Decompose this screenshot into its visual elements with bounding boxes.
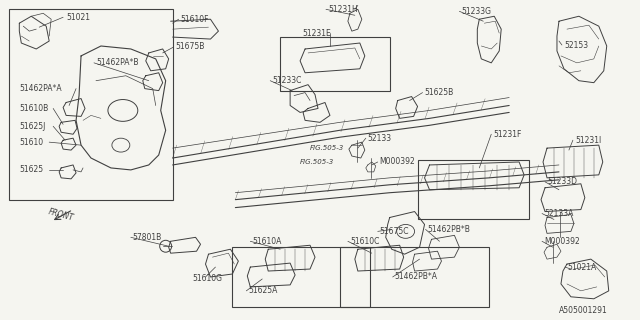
Text: 51231E: 51231E — [302, 28, 331, 38]
Text: 51610C: 51610C — [350, 237, 380, 246]
Text: 51233D: 51233D — [547, 177, 577, 186]
Text: 51462PA*B: 51462PA*B — [96, 58, 138, 67]
Text: 52133A: 52133A — [544, 209, 573, 218]
Text: 51021: 51021 — [66, 13, 90, 22]
Text: A505001291: A505001291 — [559, 306, 608, 315]
Text: 51462PB*B: 51462PB*B — [428, 225, 470, 234]
Text: M000392: M000392 — [544, 237, 580, 246]
Text: 51021A: 51021A — [567, 263, 596, 272]
Text: 57801B: 57801B — [133, 233, 162, 242]
Text: 51231F: 51231F — [493, 130, 522, 139]
Text: 51610A: 51610A — [252, 237, 282, 246]
Text: 51462PA*A: 51462PA*A — [19, 84, 62, 93]
Text: FIG.505-3: FIG.505-3 — [300, 159, 334, 165]
Bar — [280, 37, 390, 91]
Text: M000392: M000392 — [380, 157, 415, 166]
Text: 51610F: 51610F — [180, 15, 209, 24]
Text: 51233G: 51233G — [461, 7, 492, 16]
Text: 52153: 52153 — [564, 41, 588, 50]
Text: 51231H: 51231H — [328, 5, 358, 14]
Text: 51675C: 51675C — [380, 227, 409, 236]
Text: 51610: 51610 — [19, 138, 44, 147]
Text: 51625: 51625 — [19, 165, 44, 174]
Text: 51625A: 51625A — [248, 286, 278, 295]
Text: 51610G: 51610G — [193, 275, 223, 284]
Text: 52133: 52133 — [368, 134, 392, 143]
Text: 51233C: 51233C — [272, 76, 301, 85]
Text: 51231I: 51231I — [575, 136, 601, 145]
Text: 51610B: 51610B — [19, 104, 49, 113]
Text: FIG.505-3: FIG.505-3 — [310, 145, 344, 151]
Bar — [232, 247, 370, 307]
Text: 51625J: 51625J — [19, 122, 45, 131]
Text: 51675B: 51675B — [175, 43, 205, 52]
Bar — [340, 247, 489, 307]
Text: 51625B: 51625B — [424, 88, 454, 97]
Bar — [10, 9, 173, 200]
Bar — [417, 160, 529, 220]
Text: FRONT: FRONT — [47, 207, 75, 222]
Text: 51462PB*A: 51462PB*A — [395, 272, 438, 282]
